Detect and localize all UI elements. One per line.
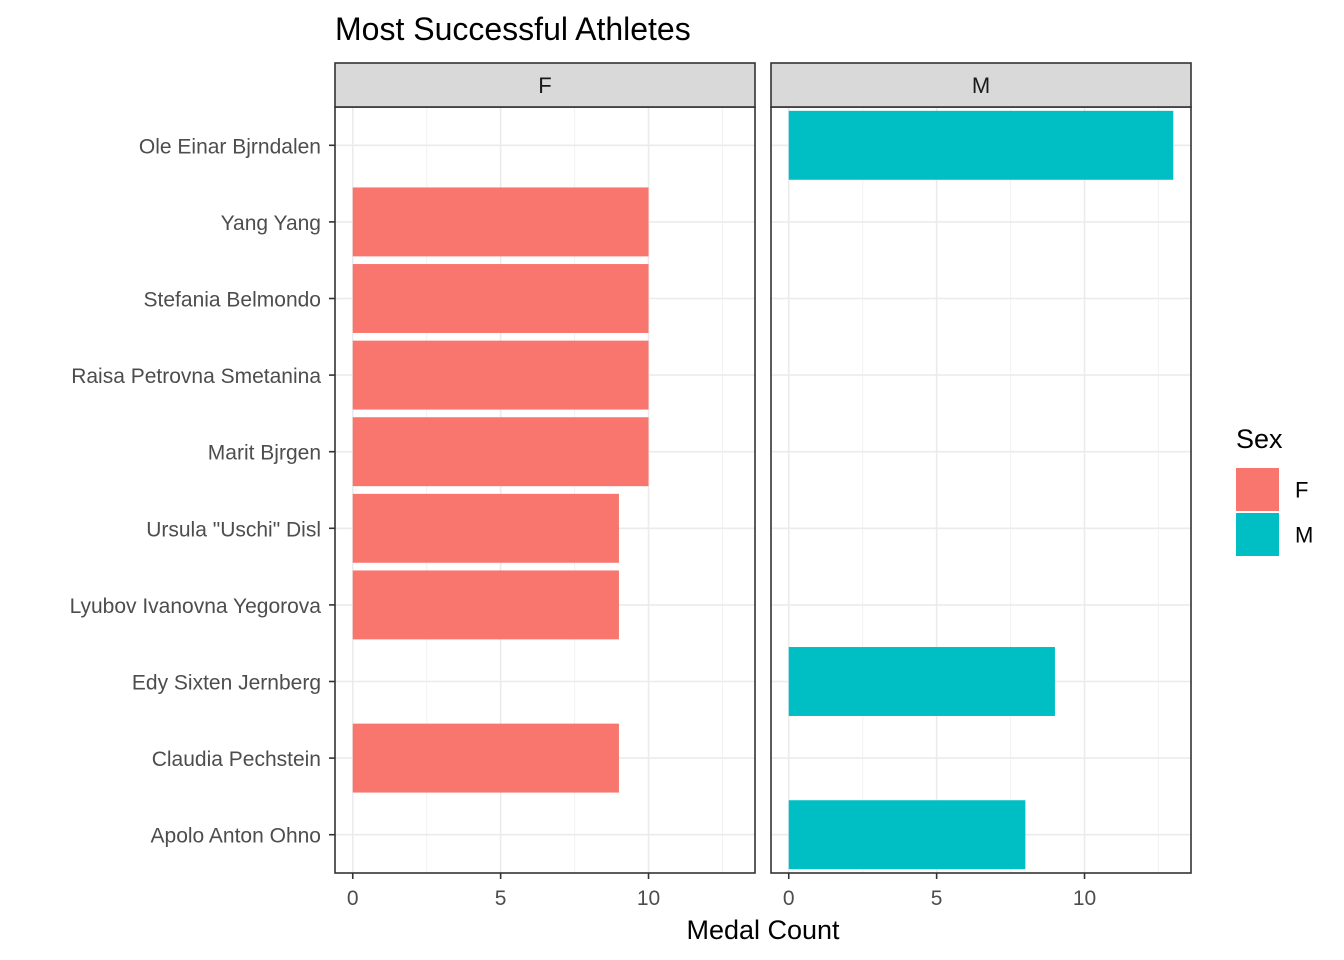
y-tick-label: Stefania Belmondo (144, 289, 321, 312)
y-tick-label: Edy Sixten Jernberg (132, 672, 321, 695)
bar-f-raisa-petrovna-smetanina (352, 340, 649, 410)
legend-key-m (1236, 513, 1279, 556)
facet-strip (770, 62, 1192, 108)
facet-panel-f: F 0 5 10 (334, 62, 756, 910)
facet-strip-label: F (538, 73, 551, 98)
bar-f-yang-yang (352, 187, 649, 257)
bar-f-claudia-pechstein (352, 723, 619, 793)
facet-strip (334, 62, 756, 108)
x-tick-label: 5 (931, 887, 943, 910)
x-tick-label: 0 (783, 887, 795, 910)
legend: Sex FM (1236, 424, 1313, 556)
legend-label-f: F (1295, 478, 1308, 503)
y-tick-label: Lyubov Ivanovna Yegorova (70, 595, 322, 618)
y-axis: Apolo Anton Ohno Claudia Pechstein Edy Six… (70, 135, 335, 848)
legend-title: Sex (1236, 424, 1283, 454)
x-tick-label: 10 (1073, 887, 1096, 910)
y-tick-label: Yang Yang (221, 212, 321, 235)
panel-background (771, 107, 1191, 873)
y-tick-label: Raisa Petrovna Smetanina (71, 365, 321, 388)
plot-area: F 0 5 10 M 0 5 10 Apolo Anton Ohno Claudia Pechst… (70, 62, 1192, 910)
x-tick-label: 5 (495, 887, 507, 910)
facet-panel-m: M 0 5 10 (770, 62, 1192, 910)
legend-label-m: M (1295, 523, 1313, 548)
x-tick-label: 10 (637, 887, 660, 910)
chart-title: Most Successful Athletes (335, 11, 691, 47)
bar-m-ole-einar-bjrndalen (788, 110, 1174, 180)
bar-f-lyubov-ivanovna-yegorova (352, 570, 619, 640)
y-tick-label: Ursula "Uschi" Disl (146, 518, 321, 541)
bar-m-apolo-anton-ohno (788, 800, 1026, 870)
legend-key-f (1236, 468, 1279, 511)
x-axis-title: Medal Count (686, 915, 840, 945)
x-tick-label: 0 (347, 887, 359, 910)
y-tick-label: Marit Bjrgen (208, 442, 321, 465)
y-tick-label: Apolo Anton Ohno (151, 825, 321, 848)
facet-strip-label: M (972, 73, 990, 98)
y-tick-label: Claudia Pechstein (152, 748, 321, 771)
bar-m-edy-sixten-jernberg (788, 647, 1055, 716)
bar-f-stefania-belmondo (352, 264, 649, 333)
bar-f-marit-bjrgen (352, 417, 649, 487)
bar-f-ursula-uschi-disl (352, 493, 619, 563)
y-tick-label: Ole Einar Bjrndalen (139, 135, 321, 158)
